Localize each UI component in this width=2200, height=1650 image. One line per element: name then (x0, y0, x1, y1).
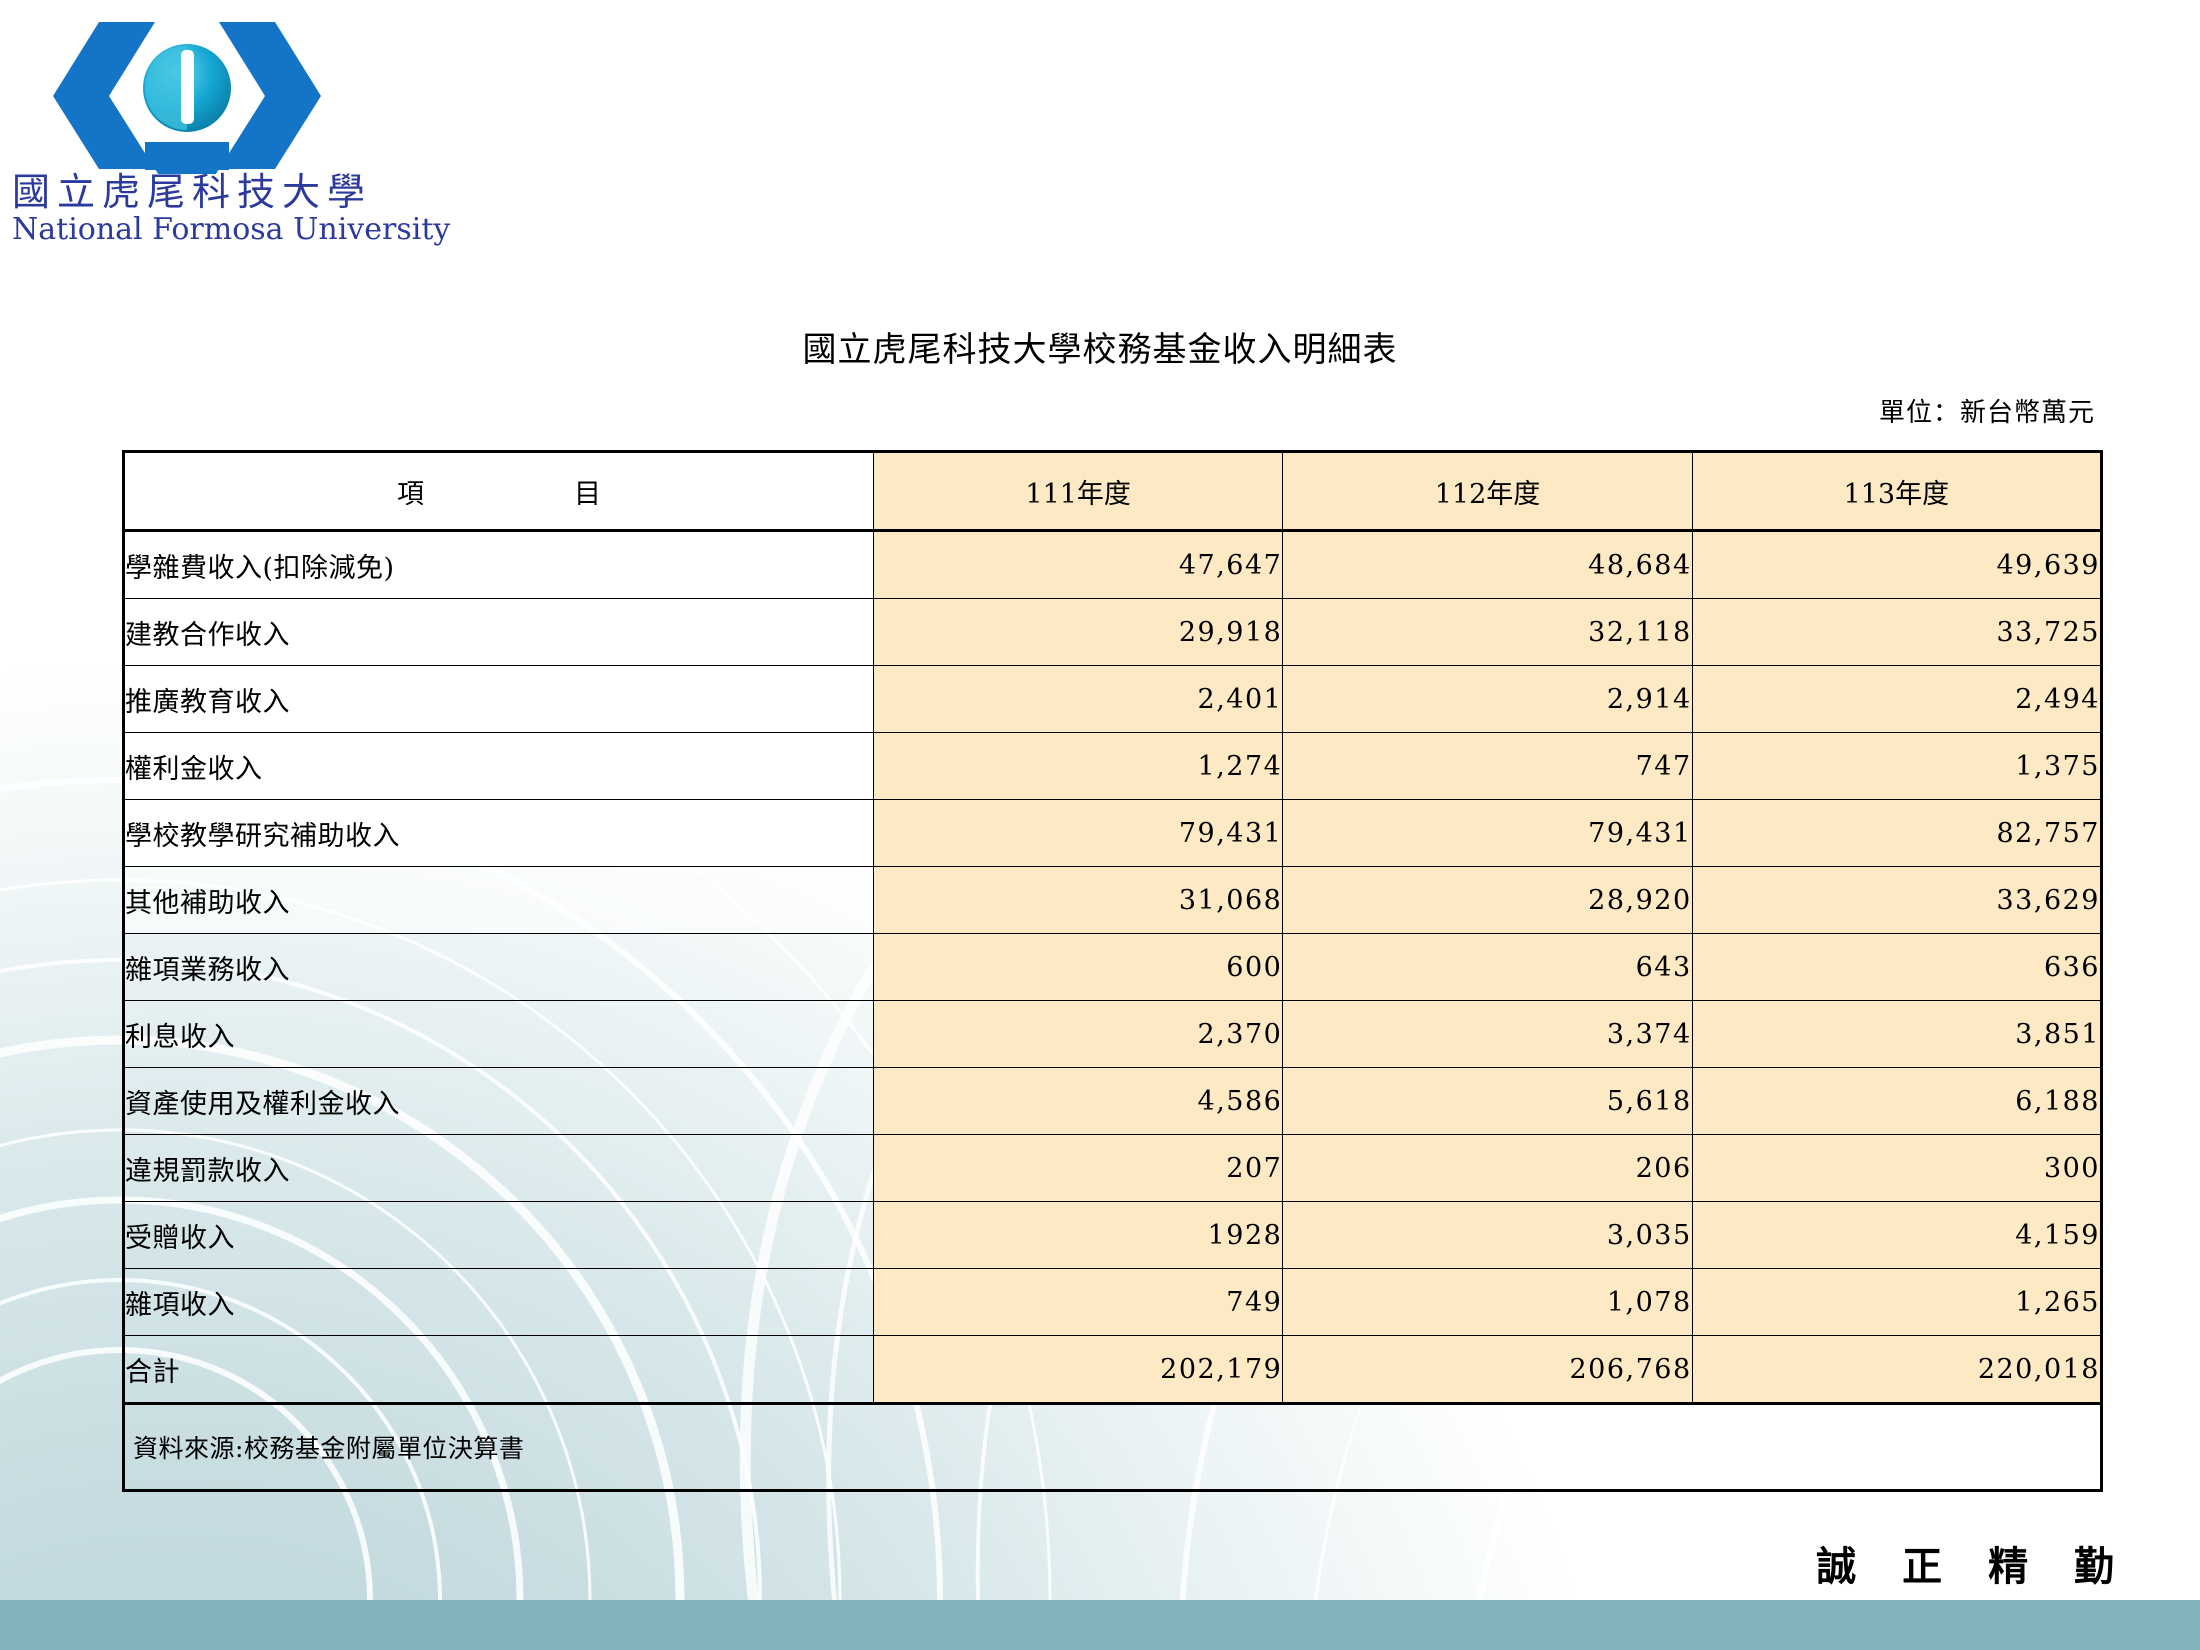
university-motto: 誠 正 精 勤 (1816, 1543, 2130, 1590)
cell-111: 600 (872, 933, 1284, 1001)
unit-label: 單位：新台幣萬元 (1878, 398, 2095, 428)
cell-113: 33,629 (1691, 866, 2102, 934)
cell-111: 29,918 (872, 598, 1284, 666)
cell-113: 82,757 (1691, 799, 2102, 867)
row-label: 其他補助收入 (123, 866, 874, 934)
cell-113: 2,494 (1691, 665, 2102, 733)
cell-112: 48,684 (1282, 530, 1693, 599)
cell-113: 300 (1691, 1134, 2102, 1202)
row-label: 權利金收入 (123, 732, 874, 800)
table-row: 資產使用及權利金收入 4,586 5,618 6,188 (123, 1067, 2102, 1135)
table-row: 學雜費收入(扣除減免) 47,647 48,684 49,639 (123, 530, 2102, 599)
table-row: 受贈收入 1928 3,035 4,159 (123, 1201, 2102, 1269)
cell-113: 636 (1691, 933, 2102, 1001)
table-header-row: 項目 111年度 112年度 113年度 (123, 451, 2102, 532)
table-row: 其他補助收入 31,068 28,920 33,629 (123, 866, 2102, 934)
cell-111: 2,370 (872, 1000, 1284, 1068)
column-header-year-113: 113年度 (1691, 451, 2102, 532)
row-label: 違規罰款收入 (123, 1134, 874, 1202)
table-header: 項目 111年度 112年度 113年度 (123, 451, 2102, 532)
row-label: 雜項業務收入 (123, 933, 874, 1001)
nfu-hexagon-logo-icon (53, 22, 321, 174)
row-label: 資產使用及權利金收入 (123, 1067, 874, 1135)
table-row: 雜項業務收入 600 643 636 (123, 933, 2102, 1001)
page-title: 國立虎尾科技大學校務基金收入明細表 (802, 330, 1398, 370)
cell-111: 1,274 (872, 732, 1284, 800)
cell-111: 749 (872, 1268, 1284, 1336)
table-row: 建教合作收入 29,918 32,118 33,725 (123, 598, 2102, 666)
cell-112: 79,431 (1282, 799, 1693, 867)
row-label: 建教合作收入 (123, 598, 874, 666)
column-header-year-112: 112年度 (1282, 451, 1693, 532)
bottom-accent-band (0, 1600, 2200, 1650)
cell-112: 2,914 (1282, 665, 1693, 733)
cell-112: 5,618 (1282, 1067, 1693, 1135)
cell-113: 33,725 (1691, 598, 2102, 666)
column-header-item-char1: 項 (397, 478, 424, 510)
cell-113: 3,851 (1691, 1000, 2102, 1068)
row-label: 學校教學研究補助收入 (123, 799, 874, 867)
cell-112: 28,920 (1282, 866, 1693, 934)
cell-112: 3,035 (1282, 1201, 1693, 1269)
cell-112: 32,118 (1282, 598, 1693, 666)
logo-name-english: National Formosa University (12, 212, 451, 248)
column-header-year-111: 111年度 (872, 451, 1284, 532)
row-label: 雜項收入 (123, 1268, 874, 1336)
table-row-total: 合計 202,179 206,768 220,018 (123, 1335, 2102, 1404)
cell-111: 31,068 (872, 866, 1284, 934)
cell-111-total: 202,179 (872, 1335, 1284, 1404)
row-label: 利息收入 (123, 1000, 874, 1068)
cell-111: 79,431 (872, 799, 1284, 867)
table-body: 學雜費收入(扣除減免) 47,647 48,684 49,639 建教合作收入 … (123, 530, 2102, 1491)
column-header-item-char2: 目 (574, 478, 601, 510)
cell-113: 4,159 (1691, 1201, 2102, 1269)
column-header-item: 項目 (123, 451, 874, 532)
table-row: 違規罰款收入 207 206 300 (123, 1134, 2102, 1202)
cell-111: 2,401 (872, 665, 1284, 733)
income-detail-table: 項目 111年度 112年度 113年度 學雜費收入(扣除減免) 47,647 … (122, 450, 2103, 1492)
cell-112: 747 (1282, 732, 1693, 800)
row-label: 受贈收入 (123, 1201, 874, 1269)
logo-name-chinese: 國立虎尾科技大學 (12, 170, 373, 214)
table-row: 學校教學研究補助收入 79,431 79,431 82,757 (123, 799, 2102, 867)
cell-113: 49,639 (1691, 530, 2102, 599)
cell-111: 207 (872, 1134, 1284, 1202)
table-row: 雜項收入 749 1,078 1,265 (123, 1268, 2102, 1336)
cell-113: 1,375 (1691, 732, 2102, 800)
cell-113: 6,188 (1691, 1067, 2102, 1135)
cell-112: 3,374 (1282, 1000, 1693, 1068)
cell-111: 1928 (872, 1201, 1284, 1269)
income-table-container: 項目 111年度 112年度 113年度 學雜費收入(扣除減免) 47,647 … (122, 450, 2103, 1492)
university-logo: 國立虎尾科技大學 National Formosa University (12, 14, 451, 248)
table-source-note-row: 資料來源:校務基金附屬單位決算書 (123, 1402, 2102, 1491)
cell-113-total: 220,018 (1691, 1335, 2102, 1404)
cell-113: 1,265 (1691, 1268, 2102, 1336)
cell-112-total: 206,768 (1282, 1335, 1693, 1404)
cell-112: 643 (1282, 933, 1693, 1001)
row-label: 學雜費收入(扣除減免) (123, 530, 874, 599)
cell-112: 206 (1282, 1134, 1693, 1202)
table-source-note: 資料來源:校務基金附屬單位決算書 (123, 1402, 2102, 1491)
cell-112: 1,078 (1282, 1268, 1693, 1336)
row-label: 推廣教育收入 (123, 665, 874, 733)
row-label-total: 合計 (123, 1335, 874, 1404)
table-row: 利息收入 2,370 3,374 3,851 (123, 1000, 2102, 1068)
cell-111: 47,647 (872, 530, 1284, 599)
cell-111: 4,586 (872, 1067, 1284, 1135)
table-row: 推廣教育收入 2,401 2,914 2,494 (123, 665, 2102, 733)
table-row: 權利金收入 1,274 747 1,375 (123, 732, 2102, 800)
